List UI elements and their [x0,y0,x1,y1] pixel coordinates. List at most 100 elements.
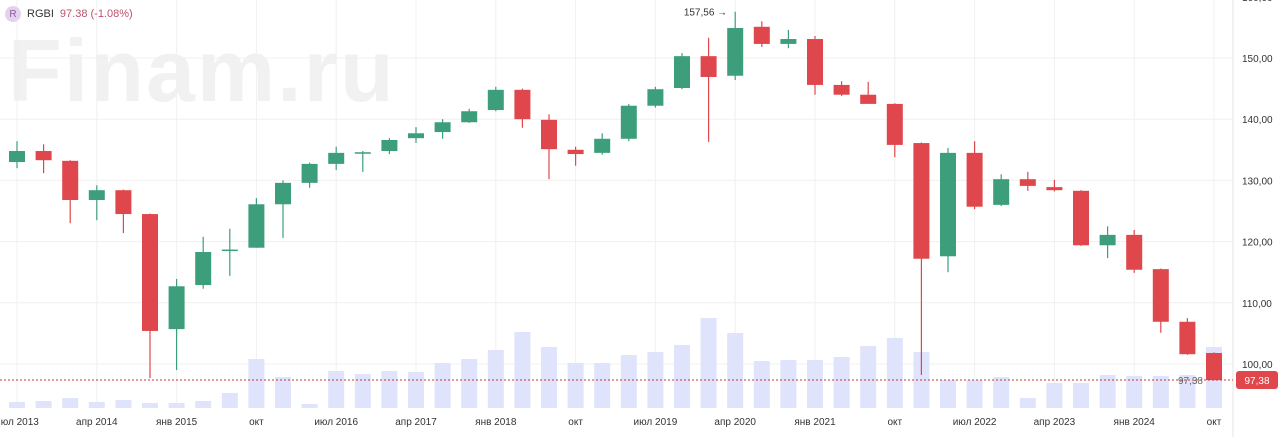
last-price-inline-label: 97,38 [1178,376,1203,387]
volume-bar [620,355,637,408]
volume-bar [886,338,903,408]
volume-bar [248,359,265,408]
candle-body [780,39,797,44]
x-tick-label: апр 2020 [714,417,756,428]
price-change: 97.38 (-1.08%) [59,8,133,20]
y-tick-label: 160,00 [1242,0,1273,4]
volume-bar [381,371,398,408]
y-tick-label: 110,00 [1242,299,1272,310]
candle-body [940,152,956,257]
candle-body [487,89,504,111]
x-tick-label: апр 2023 [1034,417,1076,428]
last-price-tag [1236,371,1278,390]
volume-bar [940,380,956,408]
candle-body [248,204,265,248]
y-tick-label: 130,00 [1242,176,1273,187]
volume-bar [142,403,158,408]
instrument-header: R RGBI 97.38 (-1.08%) [5,6,133,22]
volume-bar [860,346,877,408]
x-tick-label: янв 2018 [475,417,517,428]
candle-body [1046,187,1063,191]
candle-body [541,119,557,150]
volume-bar [221,393,238,408]
volume-bar [434,363,451,408]
volume-bar [62,398,79,408]
candle-body [594,138,611,153]
volume-bar [647,352,664,408]
candle-body [115,190,132,215]
candle-body [1152,269,1169,322]
candle-body [35,151,52,161]
volume-bar [487,350,504,408]
volume-bar [1099,375,1116,408]
candle-body [860,94,877,104]
volume-bar [1179,375,1196,408]
volume-bar [301,404,318,408]
candle-body [408,133,424,139]
candle-body [1179,321,1196,355]
x-tick-label: июл 2013 [0,417,39,428]
candle-body [700,56,717,77]
volume-bar [700,318,717,408]
volume-bar [594,363,611,408]
candle-body [461,111,478,123]
volume-bar [88,402,105,408]
x-tick-label: апр 2014 [76,417,118,428]
y-tick-label: 100,00 [1242,360,1273,371]
volume-bar [1152,376,1169,408]
candle-body [381,140,398,152]
volume-bar [541,347,557,408]
volume-bar [354,374,371,408]
candle-body [221,249,238,252]
volume-bar [753,361,770,408]
y-tick-label: 140,00 [1242,115,1273,126]
x-tick-label: янв 2024 [1114,417,1156,428]
y-tick-label: 120,00 [1242,238,1273,249]
candle-body [674,56,690,88]
x-tick-label: апр 2017 [395,417,437,428]
volume-bar [195,401,212,408]
x-tick-label: июл 2019 [634,417,678,428]
volume-bar [833,357,850,408]
candle-body [434,122,451,133]
symbol-label[interactable]: RGBI [27,8,54,20]
watermark-logo: Finam.ru [8,21,396,120]
y-tick-label: 150,00 [1242,54,1273,65]
candle-body [1019,179,1036,186]
candle-body [913,143,930,259]
candle-body [275,182,291,205]
x-tick-label: июл 2022 [953,417,997,428]
x-tick-label: янв 2021 [794,417,836,428]
volume-bar [1073,383,1089,408]
volume-bar [115,400,132,408]
candle-body [567,149,584,155]
candle-body [1206,352,1222,381]
instrument-badge: R [5,6,21,22]
volume-bar [514,332,531,408]
volume-bar [275,377,291,408]
candle-body [833,84,850,95]
candle-body [1099,234,1116,246]
candle-body [620,105,637,139]
volume-bar [567,363,584,408]
volume-bar [727,333,744,408]
candle-body [753,26,770,44]
candle-body [647,89,664,106]
candle-body [62,160,79,200]
candle-body [142,214,158,331]
volume-bar [807,360,823,408]
volume-bar [780,360,797,408]
candle-body [1126,234,1143,270]
candle-body [354,152,371,154]
volume-bar [966,380,983,408]
x-tick-label: янв 2015 [156,417,198,428]
volume-bar [674,345,690,408]
volume-bar [168,403,185,408]
volume-bar [1019,398,1036,408]
max-price-annotation: 157,56 → [684,8,727,19]
candle-body [886,103,903,145]
candle-body [88,190,105,200]
candle-body [807,39,823,85]
x-tick-label: окт [887,417,902,428]
